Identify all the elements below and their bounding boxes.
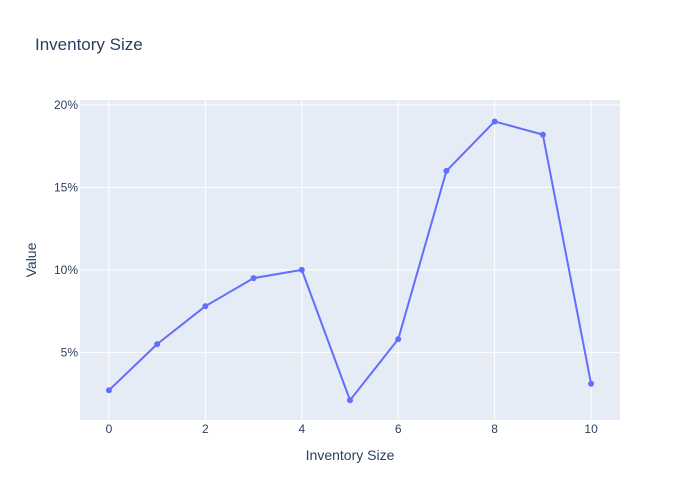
y-tick-label: 5% <box>61 345 79 359</box>
y-axis-title: Value <box>23 242 39 277</box>
x-tick-label: 6 <box>395 422 402 436</box>
y-tick-label: 15% <box>54 180 78 194</box>
x-axis-ticks: 0 2 4 6 8 10 <box>106 422 598 436</box>
x-tick-label: 8 <box>491 422 498 436</box>
data-point <box>154 341 161 348</box>
data-point <box>250 275 257 282</box>
x-axis-title: Inventory Size <box>306 447 395 463</box>
plot-area <box>80 100 620 420</box>
data-point <box>105 387 112 394</box>
data-point <box>347 397 353 404</box>
y-axis-ticks: 5% 10% 15% 20% <box>54 98 78 359</box>
x-tick-label: 0 <box>106 422 113 436</box>
x-tick-label: 2 <box>202 422 209 436</box>
data-point <box>395 336 402 343</box>
x-tick-label: 10 <box>584 422 598 436</box>
x-tick-label: 4 <box>298 422 305 436</box>
y-tick-label: 20% <box>54 98 78 112</box>
grid-lines <box>80 100 620 420</box>
data-point <box>588 380 595 387</box>
data-point <box>539 131 546 138</box>
data-point <box>202 303 209 310</box>
data-point <box>491 118 498 125</box>
data-point <box>443 167 450 174</box>
data-points <box>105 118 595 404</box>
y-tick-label: 10% <box>54 263 78 277</box>
chart-title: Inventory Size <box>35 35 143 54</box>
data-point <box>298 266 305 273</box>
